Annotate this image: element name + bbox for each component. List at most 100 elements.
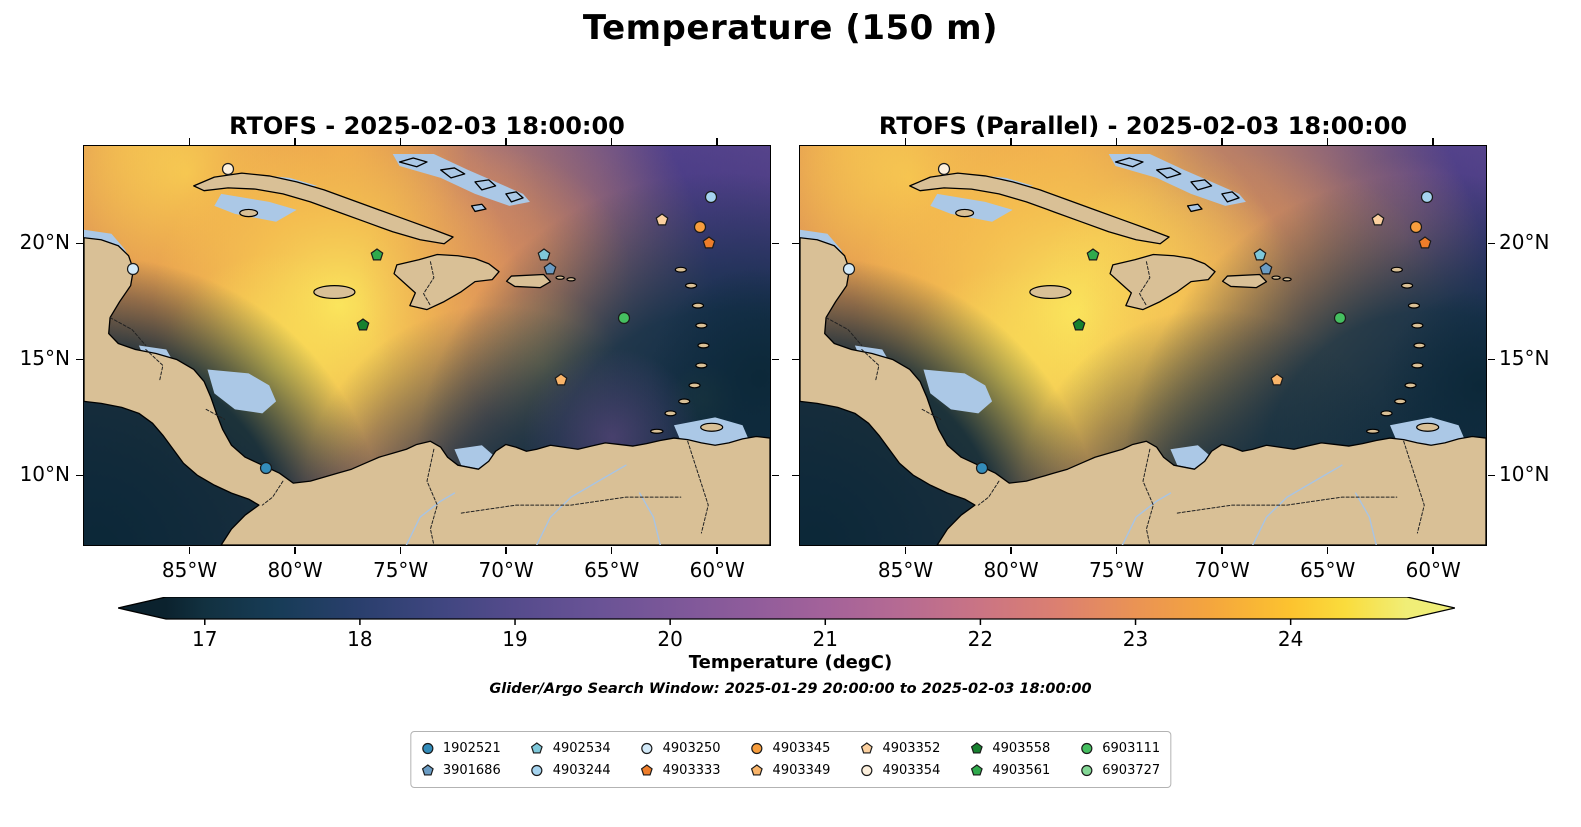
lat-tick-label: 10°N <box>1499 462 1550 487</box>
legend-item-6903111: 6903111 <box>1080 741 1160 756</box>
panel-title-rtofs: RTOFS - 2025-02-03 18:00:00 <box>229 112 625 140</box>
colorbar-tick-label: 20 <box>657 627 683 651</box>
platform-marker-1902521 <box>259 461 273 475</box>
axis-tick <box>1326 137 1329 145</box>
axis-tick <box>75 474 83 477</box>
search-window-subtitle: Glider/Argo Search Window: 2025-01-29 20… <box>489 681 1092 697</box>
colorbar-tick-label: 21 <box>812 627 838 651</box>
platform-marker-4903354 <box>221 162 235 176</box>
platform-marker-6903111 <box>1333 311 1347 325</box>
axis-tick <box>771 242 779 245</box>
axis-tick <box>188 546 191 554</box>
legend-item-6903727: 6903727 <box>1080 763 1160 778</box>
axis-tick <box>75 242 83 245</box>
axis-tick <box>610 137 613 145</box>
platform-marker-4903354 <box>937 162 951 176</box>
map-panel-rtofs <box>83 145 771 546</box>
colorbar-label: Temperature (degC) <box>688 652 893 673</box>
lat-tick-label: 20°N <box>1499 230 1550 255</box>
legend-item-4903558: 4903558 <box>970 741 1050 756</box>
legend-item-4903561: 4903561 <box>970 763 1050 778</box>
lon-tick-label: 80°W <box>983 558 1039 582</box>
pentagon-marker-icon <box>751 764 764 777</box>
lon-tick-label: 80°W <box>267 558 323 582</box>
axis-tick <box>1432 137 1434 145</box>
land-overlay <box>800 153 1486 545</box>
pentagon-marker-icon <box>641 764 654 777</box>
axis-tick <box>399 546 402 554</box>
platform-marker-4903352 <box>1371 213 1385 227</box>
platform-marker-4903558 <box>356 317 370 332</box>
legend-platform-id: 4903349 <box>772 763 831 778</box>
pentagon-marker-icon <box>970 764 983 777</box>
legend-platform-id: 6903727 <box>1102 763 1161 778</box>
axis-tick <box>716 137 718 145</box>
axis-tick <box>1432 546 1434 554</box>
legend-item-4903345: 4903345 <box>751 741 830 756</box>
axis-tick <box>1487 242 1495 245</box>
lon-tick-label: 75°W <box>372 558 429 582</box>
legend-item-4903349: 4903349 <box>751 763 831 778</box>
axis-tick <box>188 137 191 145</box>
axis-tick <box>610 546 613 554</box>
colorbar-tick-label: 18 <box>347 627 373 651</box>
legend-item-4902534: 4902534 <box>531 741 611 756</box>
colorbar <box>118 597 1455 625</box>
axis-tick <box>1010 137 1012 145</box>
axis-tick <box>771 358 779 361</box>
pentagon-marker-icon <box>860 742 873 755</box>
legend-platform-id: 4903250 <box>662 741 721 756</box>
axis-tick <box>791 474 799 477</box>
lon-tick-label: 70°W <box>478 558 534 582</box>
axis-tick <box>505 546 507 554</box>
circle-marker-icon <box>641 742 654 755</box>
pentagon-marker-icon <box>421 764 434 777</box>
platform-marker-4903250 <box>842 262 856 276</box>
platform-markers-layer <box>84 146 770 545</box>
panel-title-rtofs-parallel: RTOFS (Parallel) - 2025-02-03 18:00:00 <box>878 112 1408 140</box>
axis-tick <box>1221 546 1223 554</box>
lon-tick-label: 70°W <box>1194 558 1250 582</box>
platform-marker-4902534 <box>537 248 551 262</box>
legend-platform-id: 6903111 <box>1102 741 1161 756</box>
lat-tick-label: 15°N <box>19 346 70 371</box>
platform-marker-4903561 <box>370 248 384 262</box>
lon-tick-label: 85°W <box>877 558 934 582</box>
platform-marker-4903345 <box>1409 220 1423 234</box>
axis-tick <box>1010 546 1012 554</box>
colorbar-tick-label: 17 <box>192 627 218 651</box>
legend-item-4903244: 4903244 <box>531 763 611 778</box>
legend-item-3901686: 3901686 <box>421 763 501 778</box>
circle-marker-icon <box>1080 742 1093 755</box>
axis-tick <box>1221 137 1223 145</box>
axis-tick <box>1115 137 1118 145</box>
circle-marker-icon <box>1080 764 1093 777</box>
lon-tick-label: 60°W <box>1405 558 1461 582</box>
pentagon-marker-icon <box>970 742 983 755</box>
legend-item-4903354: 4903354 <box>860 763 940 778</box>
circle-marker-icon <box>860 764 873 777</box>
platform-markers-layer <box>800 146 1486 545</box>
lon-tick-label: 65°W <box>584 558 640 582</box>
platform-marker-4903345 <box>693 220 707 234</box>
legend-item-4903250: 4903250 <box>641 741 721 756</box>
circle-marker-icon <box>751 742 764 755</box>
colorbar-tick-label: 23 <box>1122 627 1149 651</box>
axis-tick <box>791 358 799 361</box>
land-overlay <box>84 153 770 545</box>
legend-platform-id: 4902534 <box>552 741 611 756</box>
axis-tick <box>1326 546 1329 554</box>
colorbar-tick-label: 22 <box>967 627 994 651</box>
axis-tick <box>75 358 83 361</box>
lat-tick-label: 15°N <box>1499 346 1550 371</box>
axis-tick <box>399 137 402 145</box>
colorbar-tick-label: 24 <box>1277 627 1304 651</box>
lon-tick-label: 85°W <box>161 558 218 582</box>
legend-platform-id: 4903352 <box>882 741 941 756</box>
platform-marker-4903333 <box>702 236 716 250</box>
lon-tick-label: 60°W <box>689 558 745 582</box>
platform-marker-4903561 <box>1086 248 1100 262</box>
platform-marker-3901686 <box>543 262 557 276</box>
axis-tick <box>904 137 907 145</box>
legend-platform-id: 4903333 <box>662 763 721 778</box>
